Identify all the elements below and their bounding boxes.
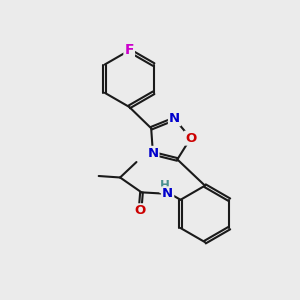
Text: O: O — [134, 204, 146, 217]
Text: H: H — [160, 179, 170, 192]
Text: N: N — [162, 187, 173, 200]
Text: N: N — [147, 147, 158, 160]
Text: O: O — [185, 132, 196, 145]
Text: F: F — [124, 44, 134, 57]
Text: N: N — [169, 112, 180, 125]
